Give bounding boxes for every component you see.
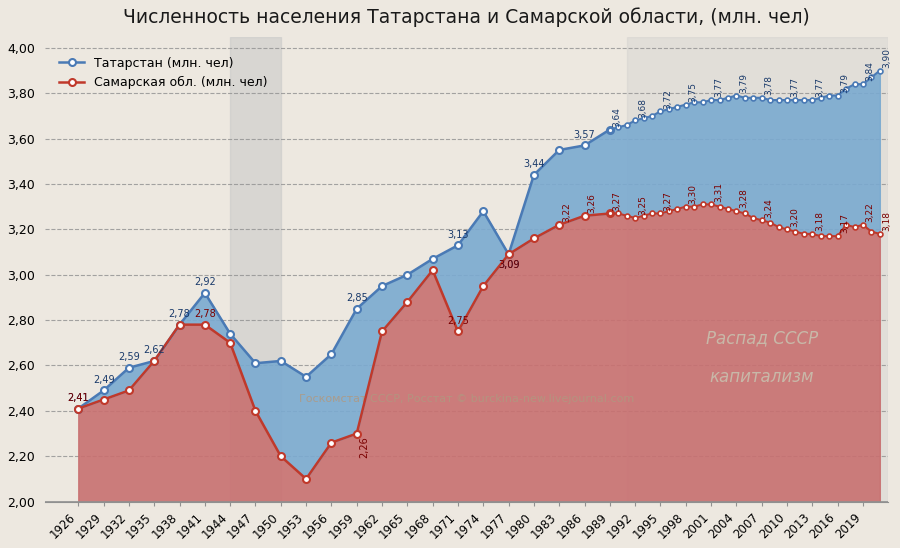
Text: 3,27: 3,27: [663, 191, 672, 211]
Bar: [230, 37, 281, 501]
Text: 3,77: 3,77: [815, 77, 824, 97]
Text: 3,72: 3,72: [663, 89, 672, 109]
Line: Татарстан (млн. чел): Татарстан (млн. чел): [75, 126, 613, 412]
Самарская обл. (млн. чел): [579, 213, 590, 219]
Text: 3,26: 3,26: [588, 193, 597, 213]
Text: 3,09: 3,09: [498, 260, 519, 270]
Text: 3,77: 3,77: [714, 77, 723, 97]
Татарстан (млн. чел): [225, 330, 236, 337]
Text: 3,84: 3,84: [866, 61, 875, 82]
Text: 3,68: 3,68: [638, 98, 647, 118]
Татарстан (млн. чел): [98, 387, 109, 394]
Text: 3,90: 3,90: [883, 48, 892, 68]
Татарстан (млн. чел): [453, 242, 464, 249]
Text: 3,25: 3,25: [638, 196, 647, 215]
Text: 3,09: 3,09: [498, 260, 519, 270]
Татарстан (млн. чел): [351, 305, 362, 312]
Text: 2,41: 2,41: [68, 393, 89, 403]
Text: 2,49: 2,49: [93, 375, 114, 385]
Татарстан (млн. чел): [326, 351, 337, 357]
Text: 3,44: 3,44: [523, 159, 544, 169]
Татарстан (млн. чел): [579, 142, 590, 149]
Самарская обл. (млн. чел): [148, 358, 159, 364]
Татарстан (млн. чел): [123, 364, 134, 371]
Text: 3,22: 3,22: [562, 202, 571, 222]
Text: 2,75: 2,75: [447, 316, 469, 326]
Татарстан (млн. чел): [554, 147, 564, 153]
Text: 3,28: 3,28: [739, 189, 748, 208]
Самарская обл. (млн. чел): [301, 476, 311, 482]
Text: 2,41: 2,41: [68, 393, 89, 403]
Text: 3,78: 3,78: [764, 75, 773, 95]
Самарская обл. (млн. чел): [326, 439, 337, 446]
Text: 2,78: 2,78: [168, 309, 191, 319]
Самарская обл. (млн. чел): [200, 321, 211, 328]
Line: Самарская обл. (млн. чел): Самарская обл. (млн. чел): [75, 210, 613, 482]
Самарская обл. (млн. чел): [225, 340, 236, 346]
Татарстан (млн. чел): [528, 172, 539, 178]
Text: 2,78: 2,78: [194, 309, 216, 319]
Татарстан (млн. чел): [174, 321, 184, 328]
Самарская обл. (млн. чел): [376, 328, 387, 335]
Самарская обл. (млн. чел): [98, 396, 109, 403]
Text: 3,18: 3,18: [883, 211, 892, 231]
Татарстан (млн. чел): [376, 283, 387, 289]
Text: 3,79: 3,79: [739, 73, 748, 93]
Text: 3,31: 3,31: [714, 181, 723, 202]
Text: 3,17: 3,17: [841, 213, 850, 233]
Text: 3,75: 3,75: [688, 82, 698, 102]
Text: капитализм: капитализм: [709, 368, 814, 386]
Татарстан (млн. чел): [301, 374, 311, 380]
Bar: [626, 37, 888, 501]
Самарская обл. (млн. чел): [351, 430, 362, 437]
Татарстан (млн. чел): [402, 271, 413, 278]
Самарская обл. (млн. чел): [478, 283, 489, 289]
Text: 2,62: 2,62: [143, 345, 165, 356]
Татарстан (млн. чел): [148, 358, 159, 364]
Text: 2,59: 2,59: [118, 352, 140, 362]
Татарстан (млн. чел): [275, 358, 286, 364]
Legend: Татарстан (млн. чел), Самарская обл. (млн. чел): Татарстан (млн. чел), Самарская обл. (мл…: [59, 57, 267, 89]
Text: 3,24: 3,24: [764, 198, 773, 218]
Text: 3,79: 3,79: [841, 73, 850, 93]
Самарская обл. (млн. чел): [503, 251, 514, 258]
Text: 3,20: 3,20: [790, 207, 799, 226]
Самарская обл. (млн. чел): [402, 299, 413, 305]
Text: 3,18: 3,18: [815, 211, 824, 231]
Татарстан (млн. чел): [73, 406, 84, 412]
Татарстан (млн. чел): [250, 360, 261, 367]
Text: Госкомстат СССР, Росстат © burckina-new.livejournal.com: Госкомстат СССР, Росстат © burckina-new.…: [299, 395, 634, 404]
Татарстан (млн. чел): [428, 255, 438, 262]
Text: 2,26: 2,26: [359, 436, 370, 458]
Самарская обл. (млн. чел): [554, 221, 564, 228]
Татарстан (млн. чел): [605, 126, 616, 133]
Text: 2,92: 2,92: [194, 277, 216, 287]
Самарская обл. (млн. чел): [250, 408, 261, 414]
Самарская обл. (млн. чел): [73, 406, 84, 412]
Татарстан (млн. чел): [503, 251, 514, 258]
Text: 3,13: 3,13: [447, 230, 469, 239]
Самарская обл. (млн. чел): [528, 235, 539, 242]
Title: Численность населения Татарстана и Самарской области, (млн. чел): Численность населения Татарстана и Самар…: [123, 7, 810, 27]
Самарская обл. (млн. чел): [605, 210, 616, 217]
Text: 3,22: 3,22: [866, 202, 875, 222]
Татарстан (млн. чел): [200, 289, 211, 296]
Татарстан (млн. чел): [478, 208, 489, 214]
Text: 3,30: 3,30: [688, 184, 698, 204]
Самарская обл. (млн. чел): [123, 387, 134, 394]
Самарская обл. (млн. чел): [275, 453, 286, 460]
Самарская обл. (млн. чел): [453, 328, 464, 335]
Text: 3,57: 3,57: [573, 130, 596, 140]
Text: Распад СССР: Распад СССР: [706, 329, 818, 347]
Самарская обл. (млн. чел): [174, 321, 184, 328]
Text: 3,27: 3,27: [613, 191, 622, 211]
Text: 3,64: 3,64: [613, 107, 622, 127]
Text: 2,85: 2,85: [346, 293, 367, 303]
Text: 3,77: 3,77: [790, 77, 799, 97]
Самарская обл. (млн. чел): [428, 267, 438, 273]
